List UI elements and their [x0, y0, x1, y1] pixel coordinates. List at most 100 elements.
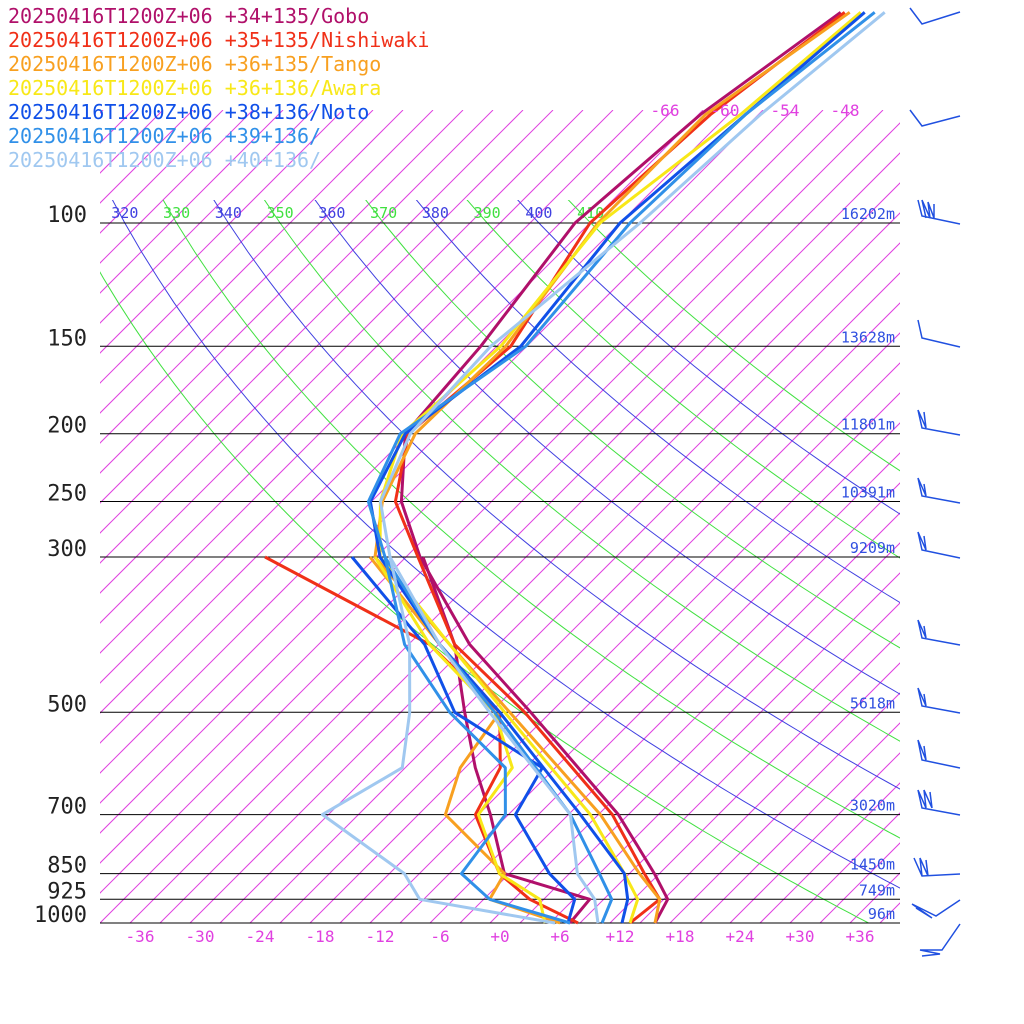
isotherm-label: -48	[831, 101, 860, 120]
isotherm-label: -66	[651, 101, 680, 120]
x-tick-label: -18	[306, 927, 335, 946]
pressure-label: 925	[47, 879, 87, 904]
dewpoint-line	[421, 556, 592, 924]
isotherm	[100, 110, 584, 594]
adiabats: 310320330340350360370380390400410	[100, 200, 900, 923]
wind-barb	[917, 409, 961, 436]
isotherm	[100, 110, 884, 894]
x-tick-label: +6	[550, 927, 569, 946]
legend-label: 20250416T1200Z+06 +34+135/Gobo	[8, 4, 369, 28]
dewpoint-line	[373, 556, 547, 924]
adiabat	[517, 200, 900, 515]
legend-label: 20250416T1200Z+06 +35+135/Nishiwaki	[8, 28, 429, 52]
adiabat	[466, 200, 900, 559]
wind-barb	[917, 199, 961, 225]
wind-barb	[911, 899, 961, 919]
isotherm	[100, 110, 824, 834]
adiabat-label: 370	[370, 204, 397, 222]
isotherm	[639, 662, 900, 923]
wind-barb	[909, 7, 961, 25]
dewpoint-line	[383, 556, 571, 925]
isotherm	[100, 110, 494, 504]
wind-barb	[917, 531, 961, 559]
height-label: 5618m	[850, 694, 895, 712]
x-tick-label: +12	[606, 927, 635, 946]
height-label: 16202m	[841, 205, 895, 223]
x-tick-label: -30	[186, 927, 215, 946]
x-tick-label: -12	[366, 927, 395, 946]
adiabat-label: 390	[474, 204, 501, 222]
isotherm	[100, 110, 314, 324]
pressure-label: 300	[47, 537, 87, 562]
isotherm	[100, 110, 614, 624]
isotherm	[100, 110, 434, 444]
pressure-label: 200	[47, 414, 87, 439]
adiabat	[111, 200, 900, 889]
height-label: 9209m	[850, 539, 895, 557]
isotherm	[399, 422, 900, 923]
isotherm	[100, 110, 794, 804]
isotherm	[699, 722, 900, 923]
pressure-label: 850	[47, 854, 87, 879]
x-tick-label: +24	[726, 927, 755, 946]
x-tick-label: -36	[126, 927, 155, 946]
height-label: 11801m	[841, 416, 895, 434]
isotherm	[189, 212, 900, 923]
legend-label: 20250416T1200Z+06 +36+136/Awara	[8, 76, 381, 100]
isotherm	[669, 692, 900, 923]
adiabat	[213, 200, 900, 790]
isotherm	[759, 782, 900, 923]
adiabat-label: 330	[163, 204, 190, 222]
adiabat-label: 320	[111, 204, 138, 222]
isotherm	[219, 242, 900, 923]
x-tick-label: +0	[490, 927, 509, 946]
height-label: 1450m	[850, 856, 895, 874]
height-label: 13628m	[841, 328, 895, 346]
isotherm	[100, 110, 344, 354]
wind-barb	[917, 739, 961, 769]
pressure-label: 700	[47, 795, 87, 820]
temperature-line	[378, 11, 886, 924]
adiabat	[314, 200, 900, 695]
adiabat-label: 350	[267, 204, 294, 222]
height-label: 3020m	[850, 797, 895, 815]
isotherm	[100, 110, 674, 684]
temperature-line	[366, 11, 876, 924]
adiabat	[263, 200, 900, 742]
isotherm	[100, 110, 524, 534]
wind-barb	[913, 857, 961, 877]
pressure-label: 250	[47, 482, 87, 507]
x-tick-label: +18	[666, 927, 695, 946]
adiabat-label: 380	[422, 204, 449, 222]
isotherm	[519, 542, 900, 923]
temperature-line	[399, 11, 842, 924]
isotherms	[100, 110, 900, 923]
isotherm	[100, 110, 854, 864]
x-tick-label: +36	[846, 927, 875, 946]
wind-barb	[917, 789, 961, 816]
wind-barb	[917, 319, 961, 348]
adiabat	[415, 200, 900, 604]
pressure-label: 500	[47, 692, 87, 717]
isotherm	[100, 110, 704, 714]
isotherm	[489, 512, 900, 923]
profiles	[264, 11, 886, 925]
isotherm	[100, 110, 554, 564]
adiabat	[365, 200, 900, 649]
isotherm	[100, 122, 900, 923]
wind-barb	[917, 619, 961, 646]
wind-barbs	[909, 7, 961, 957]
dewpoint-line	[350, 556, 577, 924]
isotherm	[100, 110, 284, 294]
x-tick-label: -6	[430, 927, 449, 946]
pressure-label: 150	[47, 326, 87, 351]
isotherm	[100, 110, 374, 384]
height-label: 10391m	[841, 484, 895, 502]
wind-barb	[909, 109, 961, 127]
isotherm-label: -54	[771, 101, 800, 120]
isotherm	[129, 152, 900, 923]
adiabat-label: 400	[525, 204, 552, 222]
adiabat-label: 360	[318, 204, 345, 222]
